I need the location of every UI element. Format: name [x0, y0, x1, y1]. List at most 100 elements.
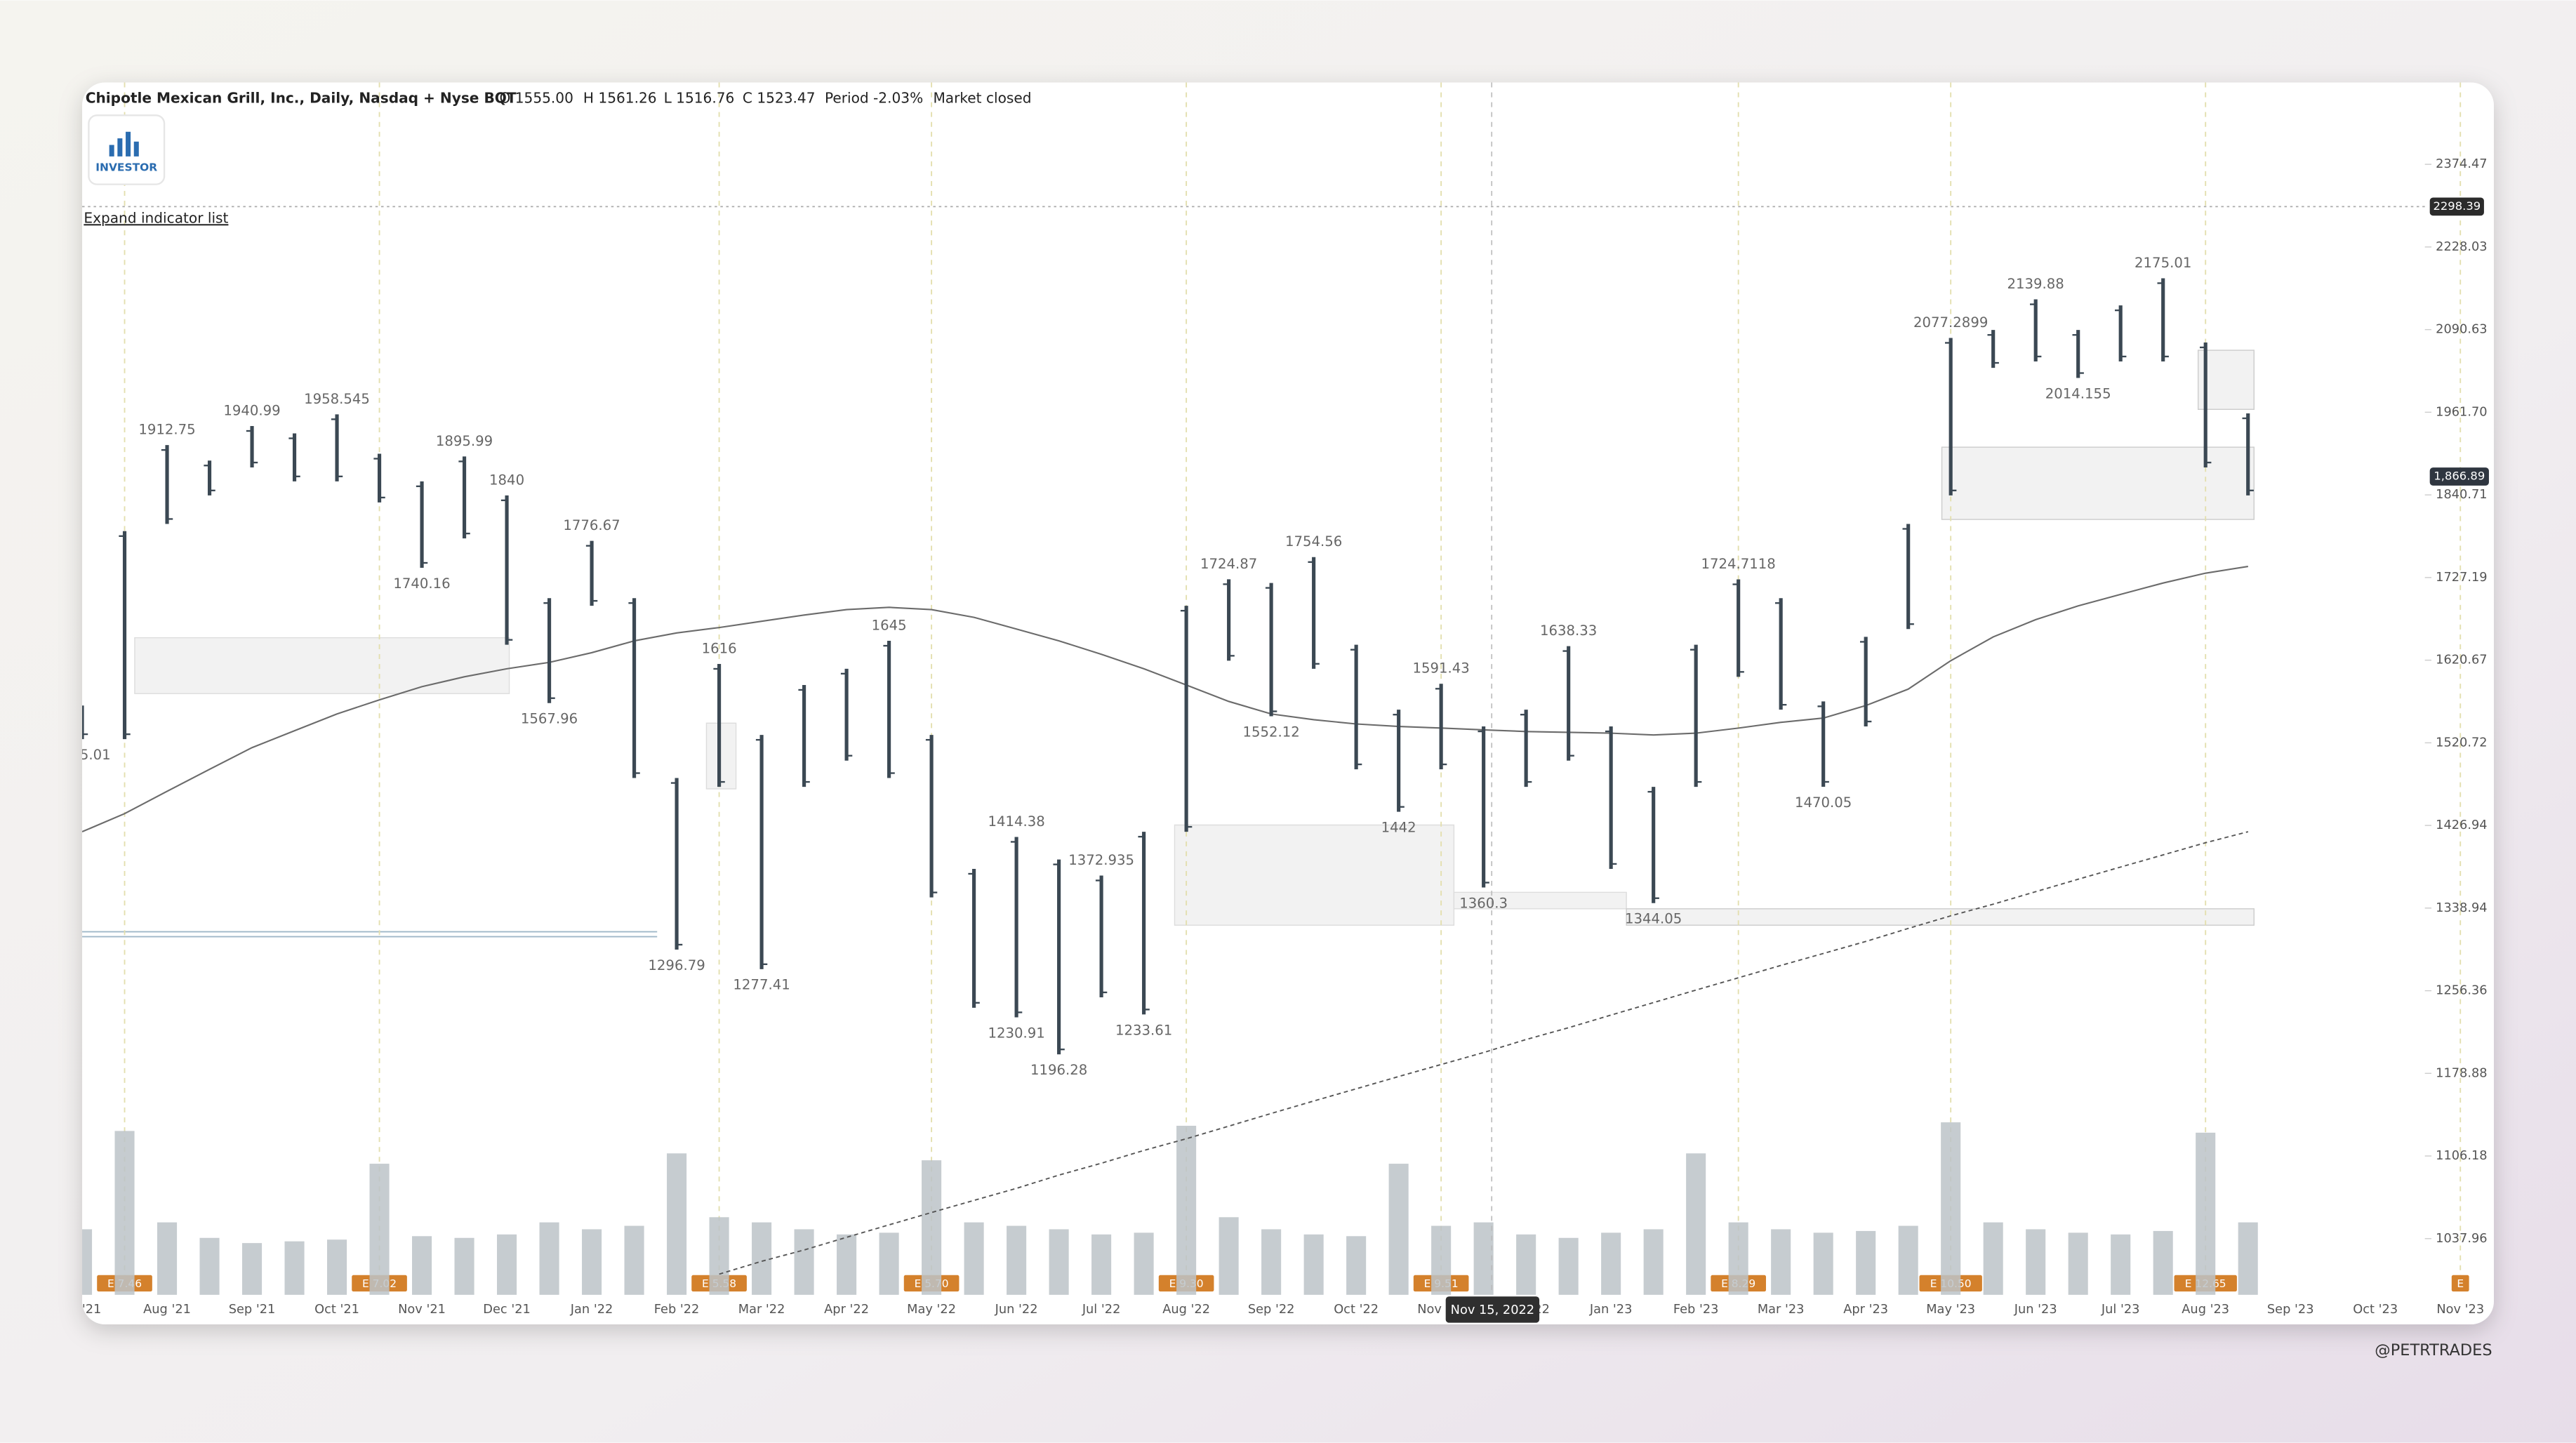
x-tick-label: Sep '22 — [1248, 1302, 1295, 1317]
gap-zone — [1626, 908, 2255, 926]
pivot-label: 1940.99 — [223, 402, 280, 418]
x-tick-label: Aug '22 — [1162, 1302, 1210, 1317]
pivot-label: 2014.155 — [2045, 385, 2111, 401]
volume-bar — [1473, 1222, 1494, 1295]
volume-bar — [624, 1225, 644, 1295]
x-tick-label: Jan '22 — [570, 1302, 613, 1317]
pivot-label: 1470.05 — [1795, 794, 1852, 811]
y-tick-label: 1338.94 — [2436, 900, 2487, 915]
x-tick-label: Jun '23 — [2014, 1302, 2057, 1317]
volume-bar — [1007, 1225, 1027, 1295]
volume-bar — [1643, 1229, 1664, 1295]
pivot-label: 1442 — [1381, 820, 1416, 836]
gap-zone — [2197, 350, 2255, 410]
volume-bar — [1813, 1232, 1833, 1295]
y-tick-label: 1037.96 — [2436, 1231, 2487, 1246]
pivot-label: 1645 — [872, 617, 907, 633]
gap-zone — [705, 722, 737, 790]
logo-icon — [109, 131, 139, 157]
volume-bar — [2153, 1230, 2173, 1295]
pivot-label: 1840 — [489, 472, 524, 488]
volume-bar — [1856, 1230, 1876, 1295]
expand-indicators[interactable]: Expand indicator list — [84, 209, 228, 226]
price-tag — [2429, 197, 2484, 216]
volume-bar — [539, 1222, 559, 1295]
crosshair-label: Nov 15, 2022 — [1451, 1303, 1534, 1317]
gap-zone — [1453, 891, 1627, 910]
y-tick-label: 1426.94 — [2436, 818, 2487, 832]
last-price-label: 1,866.89 — [2434, 470, 2485, 483]
pivot-label: 1740.16 — [393, 576, 450, 592]
volume-bar — [1388, 1164, 1409, 1295]
x-tick-label: Jul '21 — [62, 1302, 102, 1317]
volume-bar — [1728, 1222, 1748, 1295]
y-tick-label: 1256.36 — [2436, 983, 2487, 998]
volume-bar — [1261, 1229, 1282, 1295]
volume-bar — [1983, 1222, 2003, 1295]
gap-zone — [1174, 824, 1455, 926]
plot: E 7.46E 7.02E 5.58E 5.70E 9.30E 9.51E 8.… — [62, 82, 2484, 1323]
y-tick-label: 2374.47 — [2436, 157, 2487, 171]
volume-bar — [327, 1239, 347, 1295]
y-tick-label: 2090.63 — [2436, 322, 2487, 337]
volume-bar — [497, 1234, 517, 1295]
trend-line — [719, 831, 2249, 1275]
title: Chipotle Mexican Grill, Inc., Daily, Nas… — [86, 89, 517, 106]
y-tick-label: 1727.19 — [2436, 570, 2487, 585]
y-tick-label: 1178.88 — [2436, 1065, 2487, 1080]
header: Chipotle Mexican Grill, Inc., Daily, Nas… — [84, 89, 1031, 226]
x-tick-label: Jan '23 — [1589, 1302, 1633, 1317]
x-tick-label: Nov '23 — [2436, 1302, 2484, 1317]
price-tag-label: 2298.39 — [2433, 199, 2481, 213]
volume-bar — [964, 1222, 984, 1295]
volume-bar — [1941, 1122, 1961, 1295]
x-tick-label: Jul '22 — [1082, 1302, 1121, 1317]
low: L 1516.76 — [664, 89, 735, 106]
pivot-label: 1958.545 — [304, 391, 370, 407]
pivot-label: 1372.935 — [1068, 852, 1134, 868]
x-tick-label: Sep '21 — [229, 1302, 276, 1317]
gap-zone — [134, 637, 510, 694]
volume-bar — [1898, 1225, 1918, 1295]
volume-bar — [114, 1131, 135, 1295]
gap-zone — [1941, 446, 2255, 520]
volume-bar — [2111, 1234, 2131, 1295]
volume-bar — [157, 1222, 178, 1295]
pivot-label: 1776.67 — [563, 517, 620, 533]
x-tick-label: Aug '23 — [2182, 1302, 2229, 1317]
status: Market closed — [933, 89, 1031, 106]
x-tick-label: Jun '22 — [995, 1302, 1038, 1317]
pivot-label: 1724.87 — [1200, 556, 1257, 572]
x-tick-label: Apr '23 — [1843, 1302, 1888, 1317]
volume-bar — [582, 1229, 602, 1295]
x-tick-label: Oct '23 — [2353, 1302, 2398, 1317]
watermark: @PETRTRADES — [2375, 1341, 2492, 1359]
volume-bar — [1601, 1232, 1621, 1295]
pivot-label: 1277.41 — [733, 977, 790, 993]
pivot-label: 1895.99 — [436, 433, 493, 449]
earnings-label: E — [2457, 1277, 2464, 1290]
volume-bar — [667, 1153, 687, 1295]
x-tick-label: Oct '22 — [1334, 1302, 1379, 1317]
volume-bar — [1219, 1217, 1239, 1295]
volume-bar — [412, 1236, 432, 1295]
x-tick-label: May '23 — [1926, 1302, 1975, 1317]
close: C 1523.47 — [743, 89, 816, 106]
x-tick-label: Dec '21 — [483, 1302, 531, 1317]
volume-bar — [922, 1160, 942, 1295]
volume-bar — [794, 1229, 814, 1295]
pivot-label: 1552.12 — [1242, 724, 1299, 740]
volume-bar — [241, 1243, 263, 1295]
volume-bar — [2238, 1222, 2258, 1295]
volume-bar — [752, 1222, 772, 1295]
earnings-badge — [2451, 1275, 2469, 1292]
volume-bar — [1771, 1229, 1791, 1295]
x-tick-label: Aug '21 — [143, 1302, 191, 1317]
y-tick-label: 1840.71 — [2436, 487, 2487, 502]
x-tick-label: Apr '22 — [824, 1302, 869, 1317]
pivot-label: 1912.75 — [138, 422, 195, 438]
volume-bar — [837, 1234, 857, 1295]
pivot-label: 2077.2899 — [1913, 314, 1988, 331]
